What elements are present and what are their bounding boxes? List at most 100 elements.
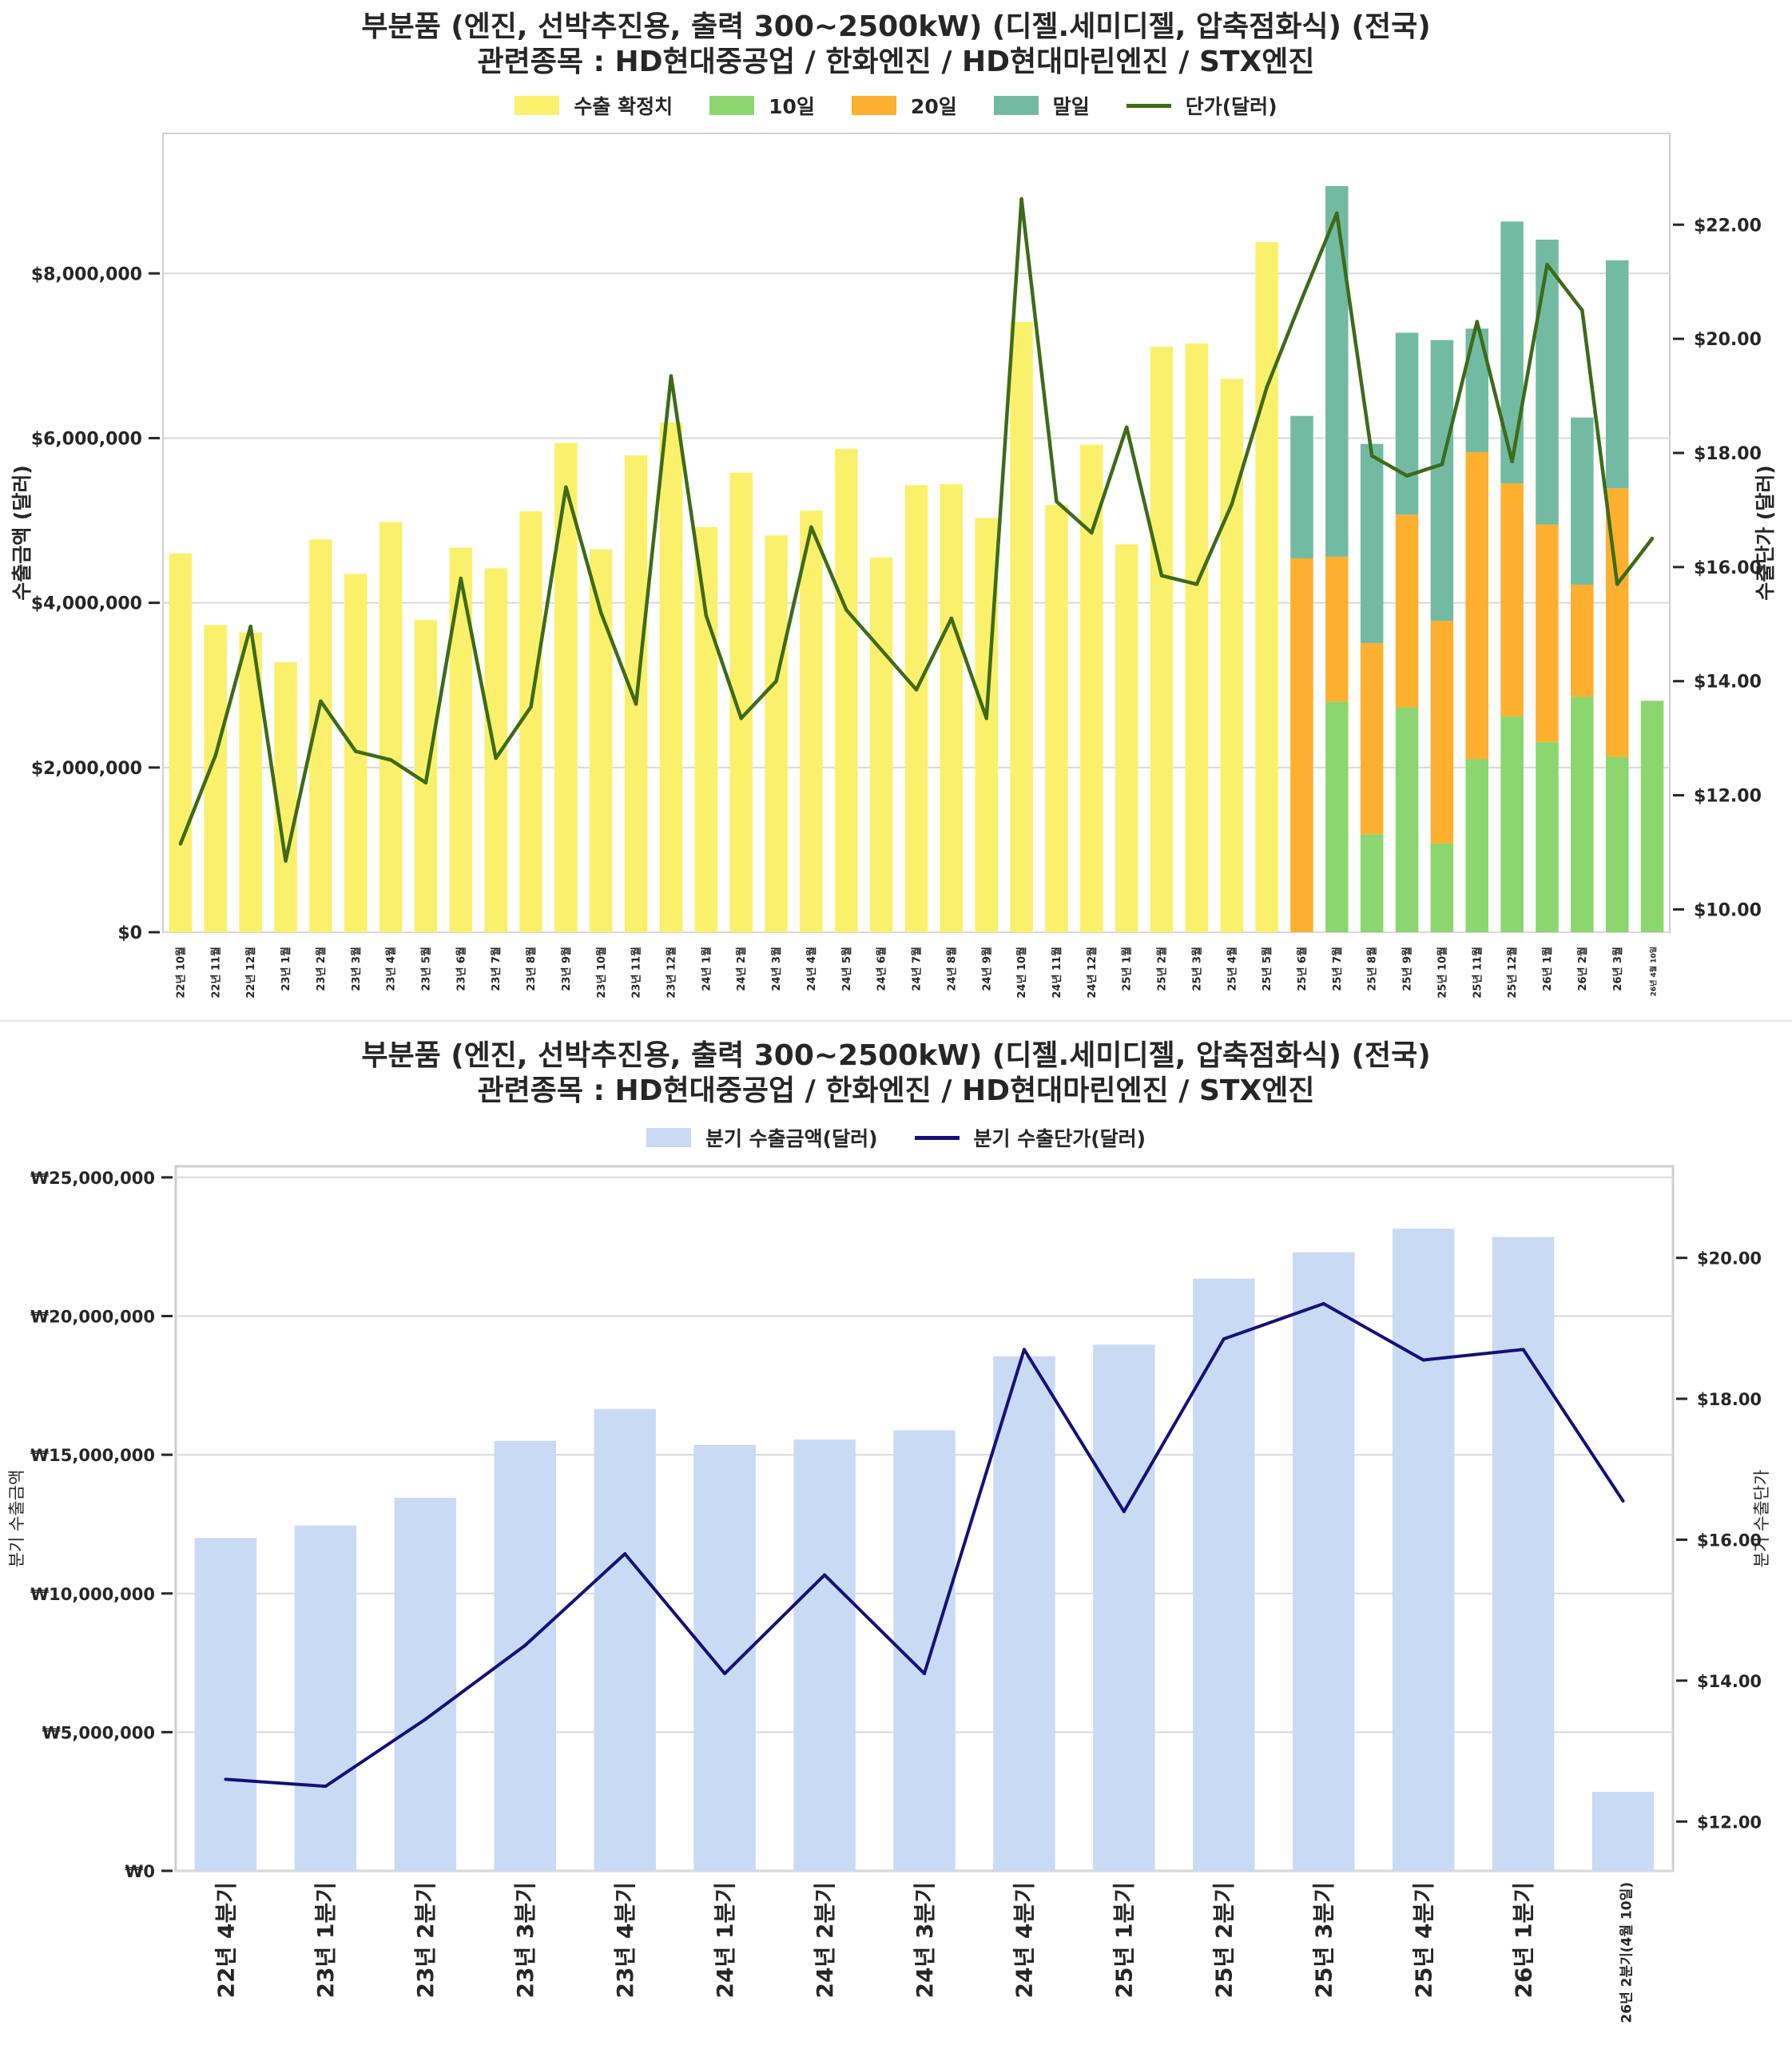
unit-price-point (1159, 574, 1164, 578)
y-right-tick-label: $12.00 (1697, 1813, 1762, 1832)
bar-말일 (1360, 443, 1384, 644)
x-tick-label: 24년 6월 (876, 947, 888, 991)
bar-수출-확정치 (1080, 444, 1103, 932)
bar-10일 (1605, 756, 1629, 932)
y-right-tick-label: $18.00 (1694, 444, 1762, 464)
chart2-title-line2: 관련종목 : HD현대중공업 / 한화엔진 / HD현대마린엔진 / STX엔진 (477, 1074, 1315, 1107)
bar-분기-수출금액(달러) (194, 1538, 257, 1871)
bar-분기-수출금액(달러) (594, 1408, 656, 1871)
unit-price-point (1521, 1348, 1525, 1352)
unit-price-point (1421, 1358, 1425, 1362)
bar-수출-확정치 (800, 510, 823, 932)
y-right-tick-label: $22.00 (1694, 216, 1762, 236)
bar-10일 (1465, 759, 1489, 932)
bar-분기-수출금액(달러) (394, 1497, 457, 1871)
bar-20일 (1430, 621, 1454, 844)
unit-price-point (523, 1643, 527, 1647)
chart-separator (0, 1020, 1792, 1022)
chart1-title-line1: 부분품 (엔진, 선박추진용, 출력 300~2500kW) (디젤.세미디젤,… (361, 10, 1431, 43)
chart2-y-axis-label: 분기 수출금액 (7, 1470, 26, 1568)
legend-item-20day: 20일 (851, 91, 957, 120)
unit-price-point (1090, 530, 1094, 535)
x-tick-label: 25년 2월 (1156, 947, 1169, 991)
bar-수출-확정치 (379, 522, 403, 932)
legend-item-10day: 10일 (709, 91, 815, 120)
x-tick-label: 24년 2월 (735, 947, 748, 991)
bar-말일 (1605, 260, 1629, 489)
legend-label-unit-price: 단가(달러) (1185, 95, 1277, 118)
y-right-tick-label: $20.00 (1697, 1249, 1762, 1269)
unit-price-point (1122, 1510, 1126, 1514)
x-tick-label: 25년 10월 (1436, 947, 1448, 999)
bar-분기-수출금액(달러) (993, 1356, 1055, 1871)
bar-수출-확정치 (1045, 504, 1068, 932)
x-tick-label: 23년 7월 (490, 947, 503, 991)
bar-수출-확정치 (169, 553, 193, 932)
bar-10일 (1325, 701, 1349, 932)
x-tick-label: 23년 3월 (350, 947, 363, 991)
x-tick-label: 26년 4월 10일 (1649, 947, 1659, 996)
legend-label-quarterly-amount: 분기 수출금액(달러) (705, 1127, 878, 1150)
x-tick-label: 24년 9월 (980, 947, 993, 991)
legend-item-unit-price: 단가(달러) (1126, 91, 1277, 120)
bar-수출-확정치 (1255, 242, 1278, 932)
legend-label-quarterly-price: 분기 수출단가(달러) (973, 1127, 1146, 1150)
unit-price-point (1222, 1337, 1226, 1341)
x-tick-label: 23년 4월 (385, 947, 398, 991)
x-tick-label: 24년 5월 (840, 947, 853, 991)
unit-price-point (1621, 1499, 1625, 1503)
bar-20일 (1325, 556, 1349, 702)
unit-price-point (353, 749, 358, 753)
unit-price-point (1369, 454, 1374, 458)
unit-price-point (1194, 582, 1199, 586)
bar-10일 (1571, 697, 1594, 932)
bar-말일 (1325, 185, 1349, 557)
unit-price-point (1510, 459, 1514, 463)
bar-수출-확정치 (274, 661, 297, 932)
bar-수출-확정치 (1185, 343, 1209, 932)
unit-price-point (809, 525, 813, 530)
bar-10일 (1430, 843, 1454, 932)
y-tick-label: $0 (117, 923, 142, 943)
unit-price-point (949, 616, 954, 621)
bar-수출-확정치 (1220, 379, 1243, 932)
x-tick-label: 25년 3분기 (1311, 1882, 1337, 1998)
x-tick-label: 25년 4분기 (1410, 1882, 1436, 1998)
unit-price-point (1405, 474, 1409, 478)
x-tick-label: 25년 6월 (1296, 947, 1309, 991)
y-tick-label: ₩5,000,000 (42, 1723, 155, 1742)
unit-price-point (324, 1785, 328, 1789)
y-tick-label: ₩15,000,000 (30, 1446, 155, 1465)
x-tick-label: 24년 11월 (1051, 947, 1063, 999)
x-tick-label: 24년 1월 (700, 947, 713, 991)
unit-price-point (564, 485, 568, 490)
y-right-tick-label: $14.00 (1694, 673, 1762, 693)
x-tick-label: 25년 8월 (1366, 947, 1379, 991)
x-tick-label: 25년 1분기 (1111, 1882, 1138, 1998)
bar-수출-확정치 (1010, 322, 1033, 932)
unit-price-point (704, 614, 709, 617)
x-tick-label: 23년 4분기 (612, 1882, 638, 1998)
unit-price-point (213, 753, 218, 757)
x-tick-label: 26년 1월 (1541, 947, 1554, 991)
legend-line-quarterly-price (914, 1135, 960, 1140)
y-right-tick-label: $20.00 (1694, 330, 1762, 350)
x-tick-label: 25년 5월 (1261, 947, 1273, 991)
unit-price-point (178, 842, 183, 846)
x-tick-label: 24년 10월 (1015, 947, 1028, 999)
unit-price-point (984, 716, 988, 721)
chart2-y-axis-right-label: 분기 수출단가 (1752, 1470, 1771, 1568)
unit-price-point (634, 702, 638, 706)
x-tick-label: 22년 10월 (174, 947, 187, 999)
unit-price-point (1335, 211, 1339, 216)
legend-item-quarterly-amount: 분기 수출금액(달러) (646, 1123, 878, 1152)
unit-price-point (669, 374, 673, 378)
bar-수출-확정치 (519, 511, 542, 932)
unit-price-point (423, 1717, 427, 1721)
bar-분기-수출금액(달러) (294, 1525, 357, 1871)
bar-수출-확정치 (765, 535, 788, 932)
x-tick-label: 24년 4분기 (1011, 1882, 1038, 1998)
x-tick-label: 25년 9월 (1401, 947, 1414, 991)
x-tick-label: 24년 12월 (1086, 947, 1099, 999)
unit-price-point (284, 859, 288, 863)
